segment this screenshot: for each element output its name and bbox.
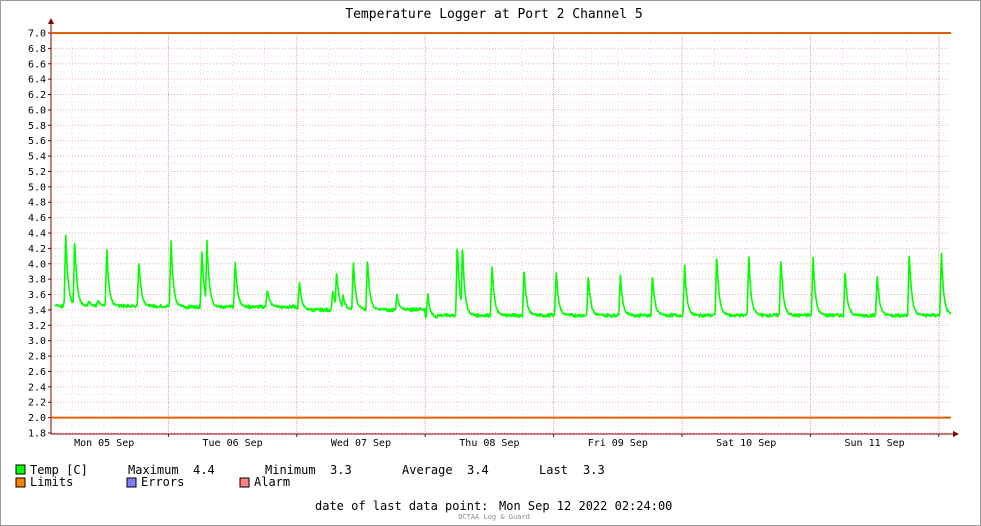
legend-temp-swatch — [15, 464, 26, 475]
y-tick-label: 5.4 — [28, 152, 46, 163]
y-tick-label: 4.4 — [28, 229, 46, 240]
y-axis-ticks: 1.8 2.0 2.2 2.4 2.6 2.8 3.0 3.2 3.4 3.6 3.8 4.0 4.2 4… — [28, 29, 51, 440]
y-tick-label: 6.4 — [28, 75, 46, 86]
x-tick-label: Tue 06 Sep — [202, 438, 262, 449]
chart-title: Temperature Logger at Port 2 Channel 5 — [345, 7, 642, 22]
x-tick-label: Thu 08 Sep — [459, 438, 519, 449]
y-tick-label: 2.4 — [28, 382, 46, 393]
legend-maximum-label: Maximum — [128, 463, 179, 477]
y-tick-label: 2.8 — [28, 352, 46, 363]
y-tick-label: 1.8 — [28, 429, 46, 440]
y-tick-label: 6.8 — [28, 44, 46, 55]
x-tick-label: Mon 05 Sep — [74, 438, 134, 449]
y-tick-label: 6.0 — [28, 105, 46, 116]
y-tick-label: 5.8 — [28, 121, 46, 132]
legend-last-value: 3.3 — [583, 463, 605, 477]
x-axis-ticks: Mon 05 Sep Tue 06 Sep Wed 07 Sep Thu 08 Sep… — [74, 434, 940, 449]
x-axis-arrow — [953, 431, 959, 437]
y-tick-label: 4.8 — [28, 198, 46, 209]
y-axis-arrow — [48, 18, 54, 24]
x-tick-label: Sun 11 Sep — [844, 438, 904, 449]
x-tick-label: Wed 07 Sep — [331, 438, 391, 449]
last-data-point-label: date of last data point: — [315, 499, 488, 513]
legend-limits-label: Limits — [30, 475, 73, 489]
legend-errors-label: Errors — [141, 475, 184, 489]
legend-minimum-label: Minimum — [265, 463, 316, 477]
last-data-point-value: Mon Sep 12 2022 02:24:00 — [499, 499, 672, 513]
watermark: OCTAA Log & Guard — [458, 513, 530, 521]
x-tick-label: Sat 10 Sep — [716, 438, 776, 449]
y-tick-label: 3.2 — [28, 321, 46, 332]
y-tick-label: 5.2 — [28, 167, 46, 178]
y-tick-label: 2.6 — [28, 367, 46, 378]
y-tick-label: 4.2 — [28, 244, 46, 255]
legend-errors-swatch — [126, 477, 137, 488]
grid — [51, 32, 951, 434]
legend-minimum-value: 3.3 — [330, 463, 352, 477]
legend-maximum-value: 4.4 — [193, 463, 215, 477]
y-tick-label: 2.0 — [28, 413, 46, 424]
legend-alarm-swatch — [239, 477, 250, 488]
y-tick-label: 3.6 — [28, 290, 46, 301]
y-tick-label: 5.0 — [28, 182, 46, 193]
y-tick-label: 5.6 — [28, 136, 46, 147]
y-tick-label: 4.0 — [28, 259, 46, 270]
legend-temp-label: Temp [C] — [30, 463, 88, 477]
y-tick-label: 3.8 — [28, 275, 46, 286]
y-tick-label: 7.0 — [28, 29, 46, 40]
y-tick-label: 2.2 — [28, 398, 46, 409]
legend-average-label: Average — [402, 463, 453, 477]
y-tick-label: 3.4 — [28, 305, 46, 316]
y-tick-label: 3.0 — [28, 336, 46, 347]
legend-limits-swatch — [15, 477, 26, 488]
legend-average-value: 3.4 — [467, 463, 489, 477]
y-tick-label: 6.6 — [28, 59, 46, 70]
x-tick-label: Fri 09 Sep — [588, 438, 648, 449]
legend-last-label: Last — [539, 463, 568, 477]
temp-series-line — [54, 234, 952, 319]
y-tick-label: 4.6 — [28, 213, 46, 224]
legend-alarm-label: Alarm — [254, 475, 290, 489]
y-tick-label: 6.2 — [28, 90, 46, 101]
